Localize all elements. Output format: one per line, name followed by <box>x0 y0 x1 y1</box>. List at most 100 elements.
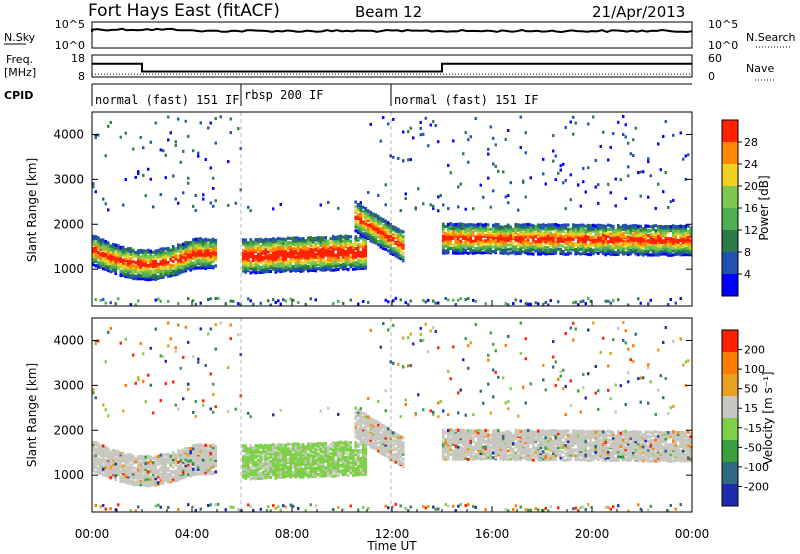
velocity-scatter <box>91 321 693 513</box>
power-cell <box>111 260 115 264</box>
velocity-cell <box>361 463 365 467</box>
power-cell <box>441 251 445 255</box>
velocity-cell <box>156 468 160 472</box>
velocity-cell <box>359 414 363 418</box>
power-cell <box>94 255 98 260</box>
velocity-cell <box>137 376 140 380</box>
power-cell <box>314 298 317 302</box>
power-cell <box>536 233 540 237</box>
power-cell <box>274 300 277 304</box>
power-cell <box>119 251 123 255</box>
velocity-cell <box>304 449 308 454</box>
power-cell <box>161 274 165 278</box>
velocity-cell <box>354 406 358 410</box>
power-cell <box>384 219 388 223</box>
power-cell <box>609 232 613 236</box>
velocity-cell <box>276 442 280 447</box>
power-cell <box>342 301 345 305</box>
power-cell <box>507 201 510 205</box>
velocity-cell <box>364 416 368 421</box>
power-cell <box>374 234 378 238</box>
power-cell <box>551 223 555 227</box>
velocity-cell <box>209 372 212 376</box>
velocity-cell <box>282 504 285 508</box>
power-cell <box>671 238 675 243</box>
power-cell <box>554 251 558 255</box>
power-cell <box>534 244 538 248</box>
velocity-cell <box>196 466 200 470</box>
velocity-cell <box>316 456 320 460</box>
velocity-cell <box>291 447 295 451</box>
power-cell <box>194 246 198 250</box>
power-cell <box>509 240 513 245</box>
power-cell <box>599 250 603 254</box>
power-cell <box>504 243 508 247</box>
power-cell <box>656 239 660 243</box>
velocity-cell <box>266 447 270 451</box>
velocity-cell <box>269 467 273 472</box>
velocity-cell <box>284 471 288 475</box>
power-cell <box>399 233 403 237</box>
power-cell <box>616 228 620 232</box>
power-cell <box>179 253 183 257</box>
power-cell <box>376 221 380 225</box>
velocity-cell <box>277 505 280 509</box>
power-cell <box>379 216 383 220</box>
velocity-cell <box>126 477 130 481</box>
power-cell <box>359 227 363 232</box>
power-cell <box>116 254 120 258</box>
velocity-cell <box>271 457 275 461</box>
velocity-cell <box>319 464 323 468</box>
power-cell <box>107 124 110 128</box>
power-cell <box>524 151 527 155</box>
freq-right-tick-top: 60 <box>708 52 722 65</box>
velocity-cell <box>272 413 275 417</box>
power-cell <box>524 223 528 227</box>
velocity-cell <box>296 442 300 446</box>
power-cell <box>294 263 298 268</box>
power-cell <box>526 228 530 232</box>
velocity-cell <box>311 444 315 449</box>
velocity-cell <box>246 466 250 471</box>
velocity-cell <box>261 456 265 460</box>
velocity-cell <box>206 464 210 469</box>
power-cell <box>674 301 677 305</box>
velocity-cell <box>149 470 153 475</box>
power-cell <box>284 259 288 264</box>
velocity-cell <box>126 456 130 460</box>
power-cell <box>511 235 515 240</box>
power-cell <box>619 234 623 238</box>
velocity-cell <box>234 407 237 411</box>
velocity-cell <box>212 410 215 414</box>
velocity-cell <box>121 474 125 478</box>
power-cell <box>459 229 463 233</box>
power-cell <box>334 266 338 270</box>
velocity-cell <box>149 462 153 467</box>
power-cell <box>454 233 458 237</box>
velocity-cell <box>349 457 353 461</box>
velocity-cell <box>104 408 107 412</box>
power-cell <box>321 251 325 255</box>
power-cell <box>559 229 563 233</box>
velocity-cell <box>359 470 363 475</box>
velocity-cell <box>204 452 208 456</box>
power-cell <box>311 250 315 254</box>
power-cell <box>466 223 470 227</box>
velocity-cell <box>92 391 95 395</box>
power-cell <box>639 170 642 174</box>
velocity-cell <box>304 445 308 449</box>
power-cell <box>111 265 115 269</box>
velocity-cell <box>227 409 230 413</box>
velocity-cell <box>154 481 158 485</box>
velocity-cell <box>281 466 285 470</box>
velocity-cell <box>259 466 263 470</box>
power-cell <box>369 237 373 241</box>
power-cell <box>524 243 528 248</box>
power-cell <box>97 133 100 137</box>
power-cell <box>561 235 565 239</box>
power-cell <box>139 255 143 259</box>
velocity-cell <box>364 440 368 444</box>
power-cell <box>399 298 402 302</box>
power-cell <box>509 239 513 243</box>
velocity-cell <box>364 454 368 458</box>
